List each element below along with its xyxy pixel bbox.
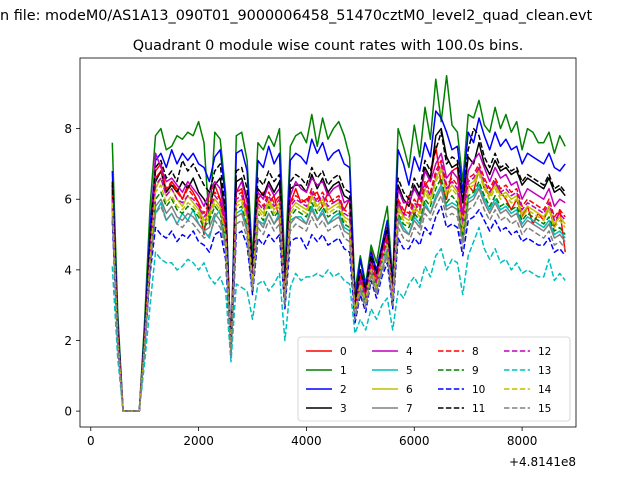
legend-item-9: 9	[438, 365, 479, 377]
legend-item-11: 11	[438, 403, 485, 415]
legend-item-1: 1	[306, 365, 347, 377]
y-axis: 0 2 4 6 8	[64, 122, 80, 419]
legend-label: 14	[538, 384, 552, 396]
series-line-12	[111, 163, 566, 412]
legend-item-5: 5	[372, 365, 413, 377]
y-tick-label: 6	[64, 193, 72, 207]
legend-label: 7	[406, 403, 413, 415]
y-tick-label: 4	[64, 263, 72, 277]
legend-item-7: 7	[372, 403, 413, 415]
legend-label: 6	[406, 384, 413, 396]
legend-item-4: 4	[372, 346, 413, 358]
x-tick-label: 6000	[399, 434, 430, 448]
plot-frame	[79, 57, 577, 428]
legend-label: 12	[538, 346, 551, 358]
legend-item-2: 2	[306, 384, 347, 396]
legend-item-13: 13	[504, 365, 551, 377]
y-tick-label: 0	[64, 405, 72, 419]
legend-label: 3	[340, 403, 347, 415]
legend-item-6: 6	[372, 384, 413, 396]
x-tick-label: 4000	[291, 434, 322, 448]
series-line-7	[111, 187, 566, 412]
x-axis: 0 2000 4000 6000 8000	[87, 427, 537, 448]
legend-label: 9	[472, 365, 479, 377]
chart-suptitle: n file: modeM0/AS1A13_090T01_9000006458_…	[0, 8, 593, 24]
legend-label: 13	[538, 365, 551, 377]
series-line-2	[111, 110, 566, 412]
legend-label: 4	[406, 346, 413, 358]
y-tick-label: 8	[64, 122, 72, 136]
legend-label: 11	[472, 403, 485, 415]
legend-item-10: 10	[438, 384, 485, 396]
x-offset-label: +4.8141e8	[509, 455, 576, 469]
x-tick-label: 0	[87, 434, 95, 448]
legend-label: 10	[472, 384, 485, 396]
legend-item-8: 8	[438, 346, 479, 358]
series-line-15	[111, 194, 566, 412]
legend-label: 15	[538, 403, 551, 415]
series-line-8	[111, 159, 566, 412]
series-line-9	[111, 177, 566, 412]
legend-item-14: 14	[504, 384, 552, 396]
legend-item-15: 15	[504, 403, 551, 415]
legend-item-3: 3	[306, 403, 347, 415]
legend-item-12: 12	[504, 346, 551, 358]
legend-label: 8	[472, 346, 479, 358]
series-line-14	[111, 170, 566, 412]
legend-label: 0	[340, 346, 347, 358]
series-line-1	[111, 74, 566, 412]
y-tick-label: 2	[64, 334, 72, 348]
legend-label: 2	[340, 384, 347, 396]
series-line-13	[111, 226, 566, 412]
legend-item-0: 0	[306, 346, 347, 358]
series-line-11	[111, 127, 566, 412]
legend-box	[297, 336, 571, 422]
series-line-10	[111, 205, 566, 412]
legend-label: 1	[340, 365, 347, 377]
legend-label: 5	[406, 365, 413, 377]
chart-title: Quadrant 0 module wise count rates with …	[133, 38, 524, 54]
series-line-4	[111, 152, 566, 412]
x-tick-label: 8000	[507, 434, 538, 448]
x-tick-label: 2000	[183, 434, 214, 448]
series-layer	[111, 74, 566, 412]
